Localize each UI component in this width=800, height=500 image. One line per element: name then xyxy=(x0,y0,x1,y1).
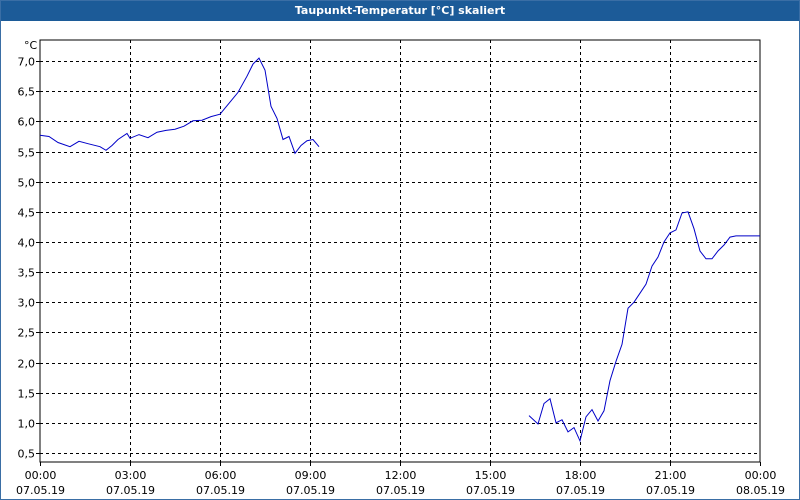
x-tick-date: 07.05.19 xyxy=(646,484,695,497)
series-dewpoint xyxy=(39,57,760,443)
x-tick-time: 00:00 xyxy=(25,469,57,482)
x-tick-time: 00:00 xyxy=(745,469,777,482)
window-title: Taupunkt-Temperatur [°C] skaliert xyxy=(1,1,799,21)
series-line-segment xyxy=(528,211,760,443)
x-tick-time: 18:00 xyxy=(565,469,597,482)
y-tick-label: 1,5 xyxy=(18,388,36,401)
y-axis: 7,0 6,5 6,0 5,5 5,0 4,5 4,0 3,5 3,0 2,5 2,0 1,5 1,0 0… xyxy=(18,56,40,461)
x-tick-time: 12:00 xyxy=(385,469,417,482)
y-tick-label: 6,0 xyxy=(18,116,36,129)
y-tick-label: 3,5 xyxy=(18,267,36,280)
y-tick-label: 5,0 xyxy=(18,177,36,190)
x-tick-date: 08.05.19 xyxy=(736,484,785,497)
y-tick-label: 5,5 xyxy=(18,147,36,160)
x-tick-time: 15:00 xyxy=(475,469,507,482)
y-tick-label: 7,0 xyxy=(18,56,36,69)
x-tick-time: 09:00 xyxy=(295,469,327,482)
y-tick-label: 2,0 xyxy=(18,358,36,371)
x-axis: 00:00 07.05.19 03:00 07.05.19 06:00 07.05.19 0… xyxy=(16,462,785,497)
y-tick-label: 1,0 xyxy=(18,418,36,431)
x-tick-date: 07.05.19 xyxy=(16,484,65,497)
x-tick-time: 06:00 xyxy=(205,469,237,482)
grid xyxy=(40,40,760,462)
y-tick-label: 0,5 xyxy=(18,448,36,461)
x-tick-date: 07.05.19 xyxy=(466,484,515,497)
y-tick-label: 3,0 xyxy=(18,297,36,310)
y-unit-label: °C xyxy=(24,39,38,52)
x-tick-date: 07.05.19 xyxy=(556,484,605,497)
y-tick-label: 4,5 xyxy=(18,207,36,220)
y-tick-label: 2,5 xyxy=(18,327,36,340)
y-tick-label: 6,5 xyxy=(18,86,36,99)
y-tick-label: 4,0 xyxy=(18,237,36,250)
x-tick-time: 03:00 xyxy=(115,469,147,482)
x-tick-date: 07.05.19 xyxy=(196,484,245,497)
x-tick-date: 07.05.19 xyxy=(286,484,335,497)
series-line-segment xyxy=(39,57,320,155)
x-tick-date: 07.05.19 xyxy=(106,484,155,497)
x-tick-time: 21:00 xyxy=(655,469,687,482)
x-tick-date: 07.05.19 xyxy=(376,484,425,497)
